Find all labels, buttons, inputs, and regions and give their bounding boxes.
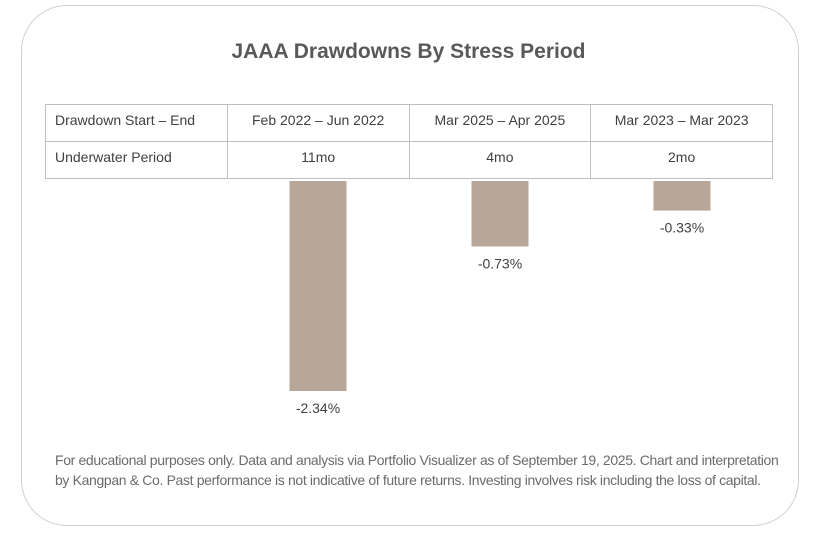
chart-title: JAAA Drawdowns By Stress Period [231,40,586,63]
chart-card [21,5,799,526]
period-cell: Mar 2023 – Mar 2023 [590,104,773,142]
bar-data-label: -0.33% [660,220,704,236]
drawdown-bar [471,181,529,247]
row-header: Drawdown Start – End [45,104,228,142]
table-row-drawdown-period: Drawdown Start – End Feb 2022 – Jun 2022… [45,104,773,142]
table-row-underwater: Underwater Period 11mo 4mo 2mo [45,141,773,179]
underwater-cell: 4mo [408,141,592,179]
row-header: Underwater Period [45,141,228,179]
drawdown-bar [289,181,347,391]
stress-period-table: Drawdown Start – End Feb 2022 – Jun 2022… [45,104,773,179]
disclaimer-footnote: For educational purposes only. Data and … [55,452,779,488]
bar-data-label: -0.73% [478,256,522,272]
period-cell: Mar 2025 – Apr 2025 [408,104,592,142]
drawdown-bar [653,181,711,211]
underwater-cell: 2mo [590,141,773,179]
underwater-cell: 11mo [226,141,410,179]
bar-data-label: -2.34% [296,400,340,416]
